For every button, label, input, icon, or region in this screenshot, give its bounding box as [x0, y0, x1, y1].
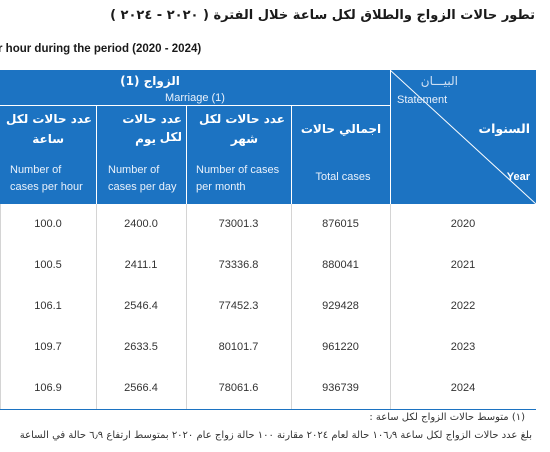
cell-per-day: 2633.5	[124, 341, 158, 353]
col-header-per-month-ar2: شهر	[230, 132, 258, 146]
group-header-english: Marriage (1)	[165, 92, 225, 104]
header-col-separator	[390, 70, 391, 204]
cell-year: 2020	[450, 218, 476, 230]
table-row: 106.9 2566.4 78061.6 936739 2024	[0, 368, 536, 409]
table-row: 100.5 2411.1 73336.8 880041 2021	[0, 245, 536, 286]
page-title-arabic: تطور حالات الزواج والطلاق لكل ساعة خلال …	[110, 8, 535, 23]
years-header-english: Year	[506, 171, 530, 183]
cell-per-month: 77452.3	[218, 300, 259, 312]
col-header-per-month-ar1: عدد حالات لكل	[199, 112, 285, 126]
header-divider	[0, 105, 390, 106]
cell-total: 876015	[322, 218, 359, 230]
table-bottom-border	[0, 409, 536, 410]
cell-total: 961220	[322, 341, 359, 353]
cell-total: 936739	[322, 382, 359, 394]
cell-year: 2021	[450, 259, 476, 271]
table-header: الزواج (1) Marriage (1) عدد حالات لكل سا…	[0, 70, 536, 204]
col-header-per-month-en2: per month	[196, 181, 246, 193]
col-header-total-en: Total cases	[315, 171, 371, 183]
cell-year: 2024	[450, 382, 476, 394]
cell-per-month: 73001.3	[218, 218, 259, 230]
col-header-per-day-en2: cases per day	[108, 181, 177, 193]
cell-per-month: 78061.6	[218, 382, 259, 394]
col-header-per-day-en1: Number of	[108, 164, 160, 176]
col-header-per-hour-ar2: ساعة	[32, 132, 64, 146]
cell-per-day: 2400.0	[124, 218, 158, 230]
cell-per-hour: 109.7	[34, 341, 62, 353]
table-left-border	[0, 204, 1, 410]
header-col-separator	[96, 106, 97, 204]
col-header-total-ar: اجمالي حالات	[300, 122, 382, 136]
cell-total: 880041	[322, 259, 359, 271]
table-row: 100.0 2400.0 73001.3 876015 2020	[0, 204, 536, 245]
table-row: 106.1 2546.4 77452.3 929428 2022	[0, 286, 536, 327]
statement-header-arabic: البيـــان	[420, 74, 458, 88]
group-header-arabic: الزواج (1)	[120, 74, 180, 88]
col-header-per-hour-en2: cases per hour	[10, 181, 83, 193]
cell-per-day: 2566.4	[124, 382, 158, 394]
cell-per-hour: 100.5	[34, 259, 62, 271]
cell-per-day: 2411.1	[124, 259, 158, 271]
cell-per-hour: 106.1	[34, 300, 62, 312]
col-header-per-month-en1: Number of cases	[196, 164, 280, 176]
col-header-per-day-ar1: عدد حالات لكل	[122, 112, 182, 144]
header-col-separator	[186, 106, 187, 204]
footnote-heading: (١) متوسط حالات الزواج لكل ساعة :	[369, 412, 525, 423]
cell-year: 2022	[450, 300, 476, 312]
col-header-per-day-ar2: يوم	[135, 132, 156, 146]
cell-per-day: 2546.4	[124, 300, 158, 312]
body-col-separator	[96, 204, 97, 410]
cell-per-month: 80101.7	[218, 341, 259, 353]
body-col-separator	[186, 204, 187, 410]
table-body: 100.0 2400.0 73001.3 876015 2020 100.5 2…	[0, 204, 536, 410]
cell-total: 929428	[322, 300, 359, 312]
cell-per-hour: 106.9	[34, 382, 62, 394]
cell-per-hour: 100.0	[34, 218, 62, 230]
header-col-separator	[291, 106, 292, 204]
cell-per-month: 73336.8	[218, 259, 259, 271]
years-header-arabic: السنوات	[478, 121, 530, 136]
table-row: 109.7 2633.5 80101.7 961220 2023	[0, 327, 536, 368]
diagonal-divider	[390, 70, 536, 204]
col-header-per-hour-ar1: عدد حالات لكل	[6, 112, 92, 126]
body-col-separator	[390, 204, 391, 410]
statement-header-english: Statement	[397, 94, 448, 106]
footnote-text: بلغ عدد حالات الزواج لكل ساعة ١٠٦٫٩ حالة…	[19, 430, 532, 441]
cell-year: 2023	[450, 341, 476, 353]
body-col-separator	[291, 204, 292, 410]
page-title-english: r hour during the period (2020 - 2024)	[0, 43, 202, 55]
statistics-table: الزواج (1) Marriage (1) عدد حالات لكل سا…	[0, 70, 536, 410]
col-header-per-hour-en1: Number of	[10, 164, 62, 176]
